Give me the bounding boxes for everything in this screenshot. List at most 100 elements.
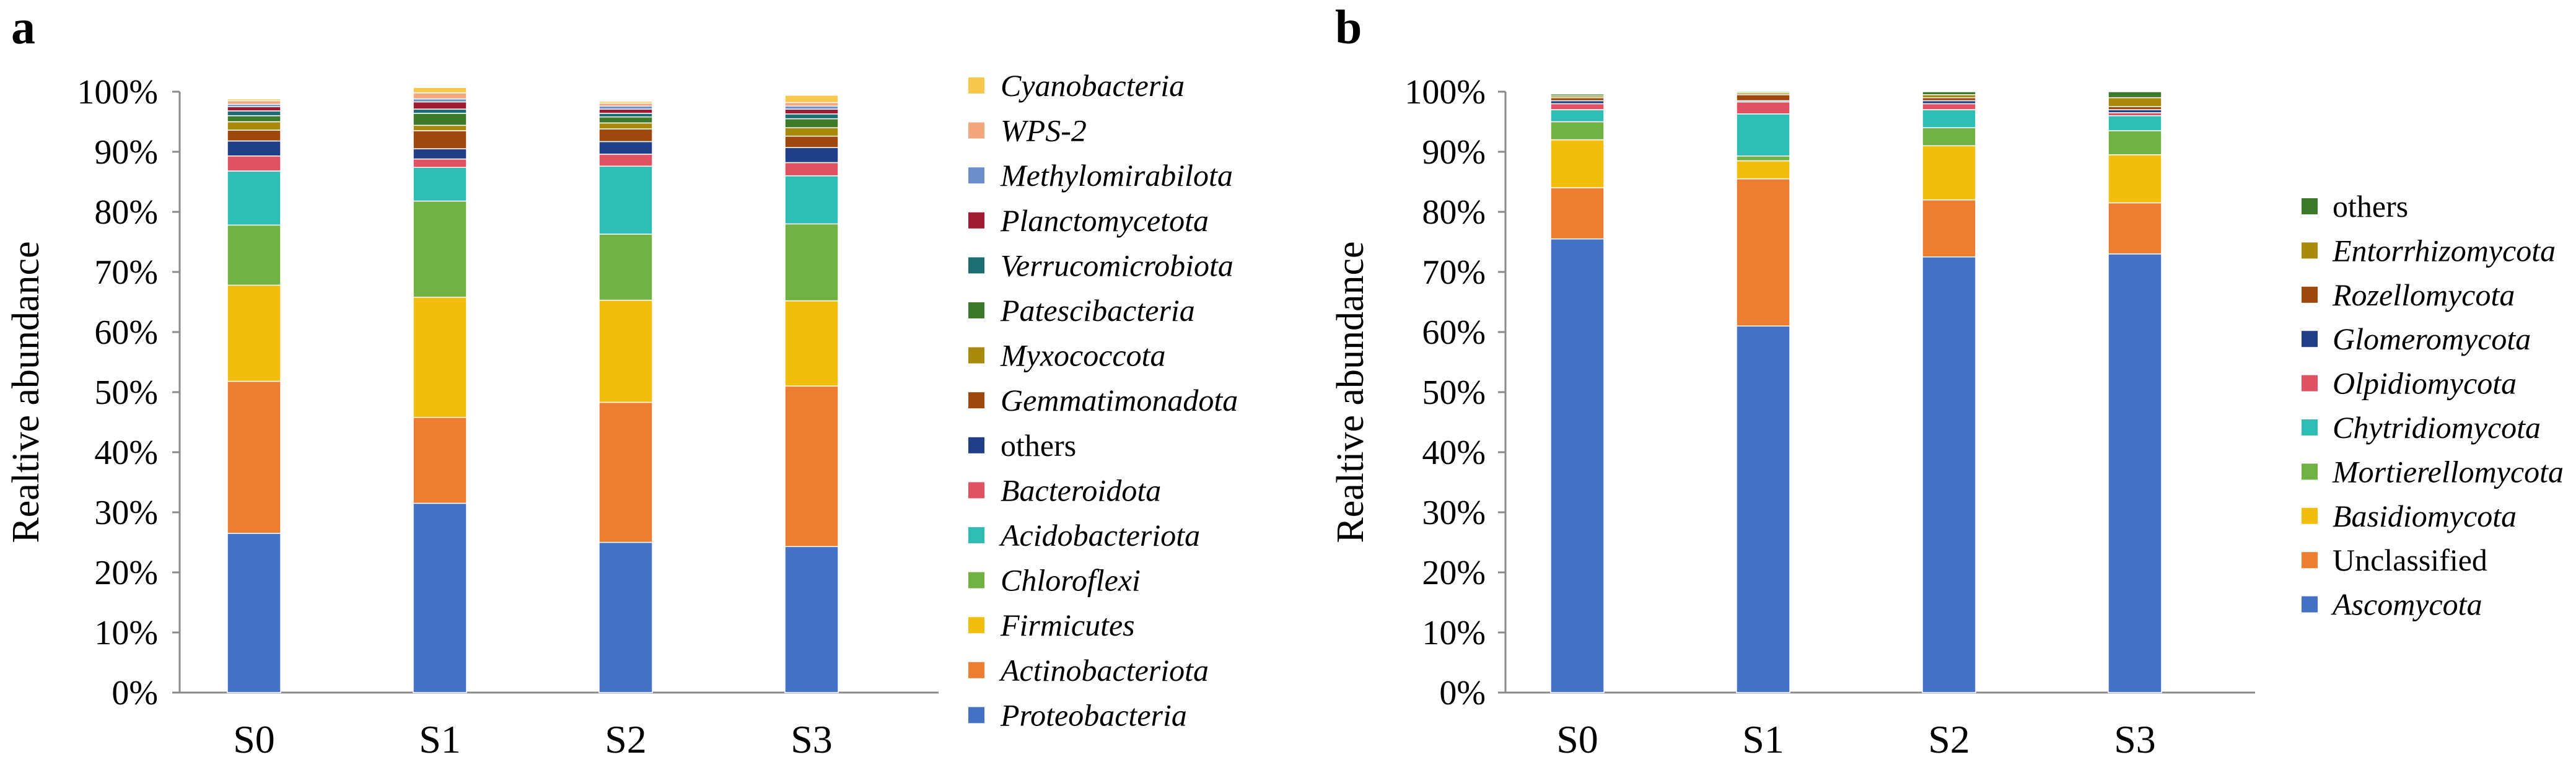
bar-segment-s3-myxococcota xyxy=(784,127,839,137)
legend-swatch xyxy=(2302,331,2318,348)
bar-segment-s2-ascomycota xyxy=(1922,256,1976,693)
bar-segment-s2-mortierellomycota xyxy=(1922,127,1976,147)
y-tick-label: 10% xyxy=(1422,614,1486,652)
y-tick-label: 20% xyxy=(1422,554,1486,592)
bar-segment-s1-myxococcota xyxy=(413,125,467,131)
legend-swatch xyxy=(968,77,984,94)
x-category-label: S3 xyxy=(791,717,833,761)
bar-segment-s3-patescibacteria xyxy=(784,118,839,128)
bar-segment-s0-verrucomicrobiota xyxy=(227,110,281,116)
legend-label: others xyxy=(2333,189,2408,224)
bar-segment-s3-proteobacteria xyxy=(784,546,839,693)
legend-label: Methylomirabilota xyxy=(1000,158,1233,193)
legend-swatch xyxy=(968,347,984,364)
bar-segment-s2-chloroflexi xyxy=(598,234,653,301)
x-category-label: S2 xyxy=(1928,717,1970,761)
legend-label: Mortierellomycota xyxy=(2332,454,2564,489)
bar-segment-s3-wps-2 xyxy=(784,102,839,107)
bar-segment-s0-myxococcota xyxy=(227,121,281,131)
y-axis-label: Realtive abundance xyxy=(5,241,47,543)
bar-segment-s1-olpidiomycota xyxy=(1736,101,1790,115)
legend-swatch xyxy=(968,257,984,274)
bar-segment-s3-actinobacteriota xyxy=(784,385,839,548)
bar-segment-s3-chloroflexi xyxy=(784,223,839,302)
bar-segment-s2-patescibacteria xyxy=(598,116,653,124)
legend-label: Actinobacteriota xyxy=(999,653,1209,688)
legend-swatch xyxy=(2302,596,2318,613)
panel-b: b Realtive abundance 0% 10% 20% 30% 40% 50% 60% 7… xyxy=(1330,0,2564,761)
bar-segment-s1-actinobacteriota xyxy=(413,416,467,504)
legend-label: Rozellomycota xyxy=(2332,278,2515,312)
bar-segment-s0-basidiomycota xyxy=(1550,139,1605,188)
legend-label: Acidobacteriota xyxy=(999,518,1200,553)
legend-swatch xyxy=(968,212,984,229)
panel-letter: a xyxy=(11,0,35,54)
legend-label: Entorrhizomycota xyxy=(2332,233,2556,268)
bar-segment-s0-others xyxy=(227,140,281,157)
bar-segment-s0-wps-2 xyxy=(227,100,281,105)
legend-swatch xyxy=(968,617,984,634)
legend-label: others xyxy=(1001,428,1076,463)
bar-segment-s2-cyanobacteria xyxy=(598,100,653,104)
x-category-label: S1 xyxy=(1742,717,1784,761)
bar-segment-s1-chloroflexi xyxy=(413,200,467,298)
y-tick-label: 40% xyxy=(1422,434,1486,472)
legend-label: Planctomycetota xyxy=(1000,203,1209,238)
bar-segment-s1-firmicutes xyxy=(413,296,467,418)
bar-segment-s2-others xyxy=(598,141,653,155)
legend-label: Chloroflexi xyxy=(1001,563,1141,598)
y-tick-label: 50% xyxy=(1422,374,1486,412)
x-category-label: S2 xyxy=(605,717,647,761)
bar-segment-s2-actinobacteriota xyxy=(598,401,653,543)
legend-swatch xyxy=(968,662,984,678)
y-tick-label: 0% xyxy=(112,674,158,712)
bar-segment-s1-chytridiomycota xyxy=(1736,113,1790,157)
legend-label: Firmicutes xyxy=(1000,608,1135,642)
bar-segment-s0-chloroflexi xyxy=(227,224,281,286)
y-tick-label: 10% xyxy=(94,614,158,652)
bar-segment-s0-olpidiomycota xyxy=(1550,103,1605,110)
bar-segment-s1-mortierellomycota xyxy=(1736,155,1790,162)
legend-label: Proteobacteria xyxy=(1000,698,1187,732)
y-tick-label: 100% xyxy=(77,73,158,112)
y-tick-label: 70% xyxy=(94,253,158,292)
y-tick-label: 90% xyxy=(94,133,158,172)
x-category-label: S1 xyxy=(419,717,461,761)
x-category-label: S3 xyxy=(2114,717,2156,761)
bar-segment-s0-chytridiomycota xyxy=(1550,109,1605,123)
bar-segment-s3-gemmatimonadota xyxy=(784,136,839,148)
bar-segment-s2-chytridiomycota xyxy=(1922,109,1976,128)
bar-segment-s1-others xyxy=(1736,91,1790,94)
bar-segment-s3-chytridiomycota xyxy=(2108,115,2162,131)
bar-segment-s1-others xyxy=(413,148,467,160)
bar-segment-s0-gemmatimonadota xyxy=(227,129,281,142)
legend-label: WPS-2 xyxy=(1001,113,1087,148)
bar-segment-s0-planctomycetota xyxy=(227,106,281,112)
legend-swatch xyxy=(2302,507,2318,524)
bar-segment-s1-rozellomycota xyxy=(1736,94,1790,102)
y-tick-label: 80% xyxy=(94,193,158,232)
legend-swatch xyxy=(968,482,984,499)
bar-segment-s0-firmicutes xyxy=(227,284,281,382)
bar-segment-s2-basidiomycota xyxy=(1922,145,1976,201)
legend-swatch xyxy=(2302,463,2318,480)
legend-swatch xyxy=(968,527,984,543)
bar-segment-s0-acidobacteriota xyxy=(227,170,281,226)
bar-segment-s3-planctomycetota xyxy=(784,108,839,115)
y-tick-label: 30% xyxy=(94,494,158,532)
legend-swatch xyxy=(2302,242,2318,259)
bar-segment-s3-others xyxy=(784,147,839,164)
legend-swatch xyxy=(968,572,984,588)
bar-segment-s1-basidiomycota xyxy=(1736,160,1790,180)
bar-segment-s2-bacteroidota xyxy=(598,154,653,167)
x-category-label: S0 xyxy=(233,717,275,761)
y-tick-label: 50% xyxy=(94,374,158,412)
legend-swatch xyxy=(2302,198,2318,214)
legend-label: Glomeromycota xyxy=(2333,322,2531,356)
bar-segment-s2-proteobacteria xyxy=(598,541,653,693)
y-tick-label: 80% xyxy=(1422,193,1486,232)
bar-segment-s1-gemmatimonadota xyxy=(413,130,467,149)
legend-swatch xyxy=(2302,375,2318,392)
legend-swatch xyxy=(968,122,984,139)
bar-segment-s0-patescibacteria xyxy=(227,115,281,123)
